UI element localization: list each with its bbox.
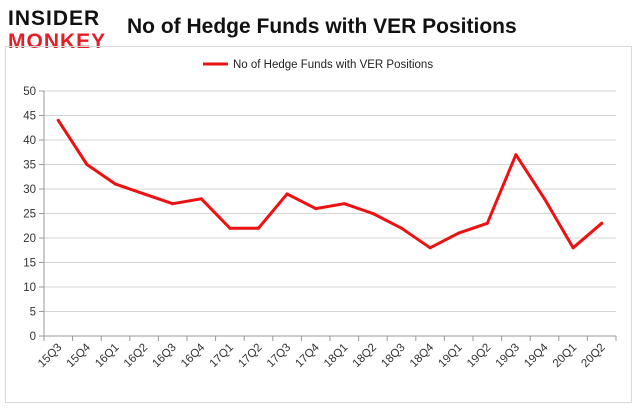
y-tick-label: 15 <box>23 258 36 270</box>
y-tick-label: 50 <box>23 86 36 98</box>
x-tick-label: 19Q3 <box>494 342 522 370</box>
y-tick-label: 30 <box>23 184 36 196</box>
y-tick-label: 20 <box>23 233 36 245</box>
legend: No of Hedge Funds with VER Positions <box>203 59 433 71</box>
data-point <box>457 231 461 235</box>
x-tick-label: 18Q2 <box>351 342 379 370</box>
data-point <box>571 246 575 250</box>
x-tick-label: 17Q3 <box>265 342 293 370</box>
data-point <box>514 153 518 157</box>
x-tick-label: 16Q1 <box>93 342 121 370</box>
x-tick-labels: 15Q3 15Q4 16Q1 16Q2 16Q3 16Q4 17Q1 17Q2 17Q3 17Q4… <box>36 341 608 370</box>
y-tick-label: 25 <box>23 209 36 221</box>
y-tick-label: 5 <box>30 307 36 319</box>
data-point <box>199 197 203 201</box>
y-tick-label: 40 <box>23 135 36 147</box>
data-point <box>342 202 346 206</box>
y-tick-label: 10 <box>23 282 36 294</box>
data-point <box>285 192 289 196</box>
x-tick-label: 18Q1 <box>322 342 350 370</box>
y-tick-label: 0 <box>30 331 36 343</box>
data-point <box>114 182 117 186</box>
x-tick-label: 15Q3 <box>36 342 64 370</box>
x-tick-label: 18Q4 <box>408 341 437 370</box>
x-tick-label: 19Q2 <box>465 342 493 370</box>
data-point <box>400 226 403 230</box>
axes <box>43 91 617 341</box>
gridlines <box>39 90 616 337</box>
legend-label: No of Hedge Funds with VER Positions <box>233 59 433 71</box>
chart-title: No of Hedge Funds with VER Positions <box>127 15 517 38</box>
data-point <box>600 221 604 225</box>
data-point <box>543 197 546 201</box>
chart-frame <box>5 46 632 403</box>
x-tick-label: 15Q4 <box>65 341 94 370</box>
logo-line-1: INSIDER <box>8 7 101 30</box>
y-tick-label: 35 <box>23 160 36 172</box>
data-point <box>56 118 60 122</box>
data-point <box>257 226 260 230</box>
series-group <box>56 118 604 250</box>
data-point <box>228 226 232 230</box>
data-point <box>85 163 89 166</box>
x-tick-label: 19Q1 <box>436 342 464 370</box>
data-point <box>428 246 432 250</box>
x-tick-label: 18Q3 <box>379 342 407 370</box>
x-tick-label: 17Q4 <box>293 341 322 370</box>
x-tick-label: 16Q3 <box>150 342 178 370</box>
x-tick-label: 20Q2 <box>579 342 607 370</box>
y-tick-labels: 0 5 10 15 20 25 30 35 40 45 50 <box>23 86 36 343</box>
data-point <box>171 202 175 206</box>
x-tick-label: 19Q4 <box>522 341 551 370</box>
series-line <box>56 118 604 250</box>
x-tick-label: 17Q2 <box>236 342 264 370</box>
data-point <box>314 207 318 211</box>
x-tick-label: 20Q1 <box>551 342 579 370</box>
x-tick-label: 16Q4 <box>179 341 208 370</box>
x-tick-label: 17Q1 <box>208 342 236 370</box>
data-point <box>371 212 375 215</box>
y-tick-label: 45 <box>23 111 36 123</box>
data-point <box>485 221 489 225</box>
x-tick-label: 16Q2 <box>122 342 150 370</box>
data-point <box>142 192 146 196</box>
